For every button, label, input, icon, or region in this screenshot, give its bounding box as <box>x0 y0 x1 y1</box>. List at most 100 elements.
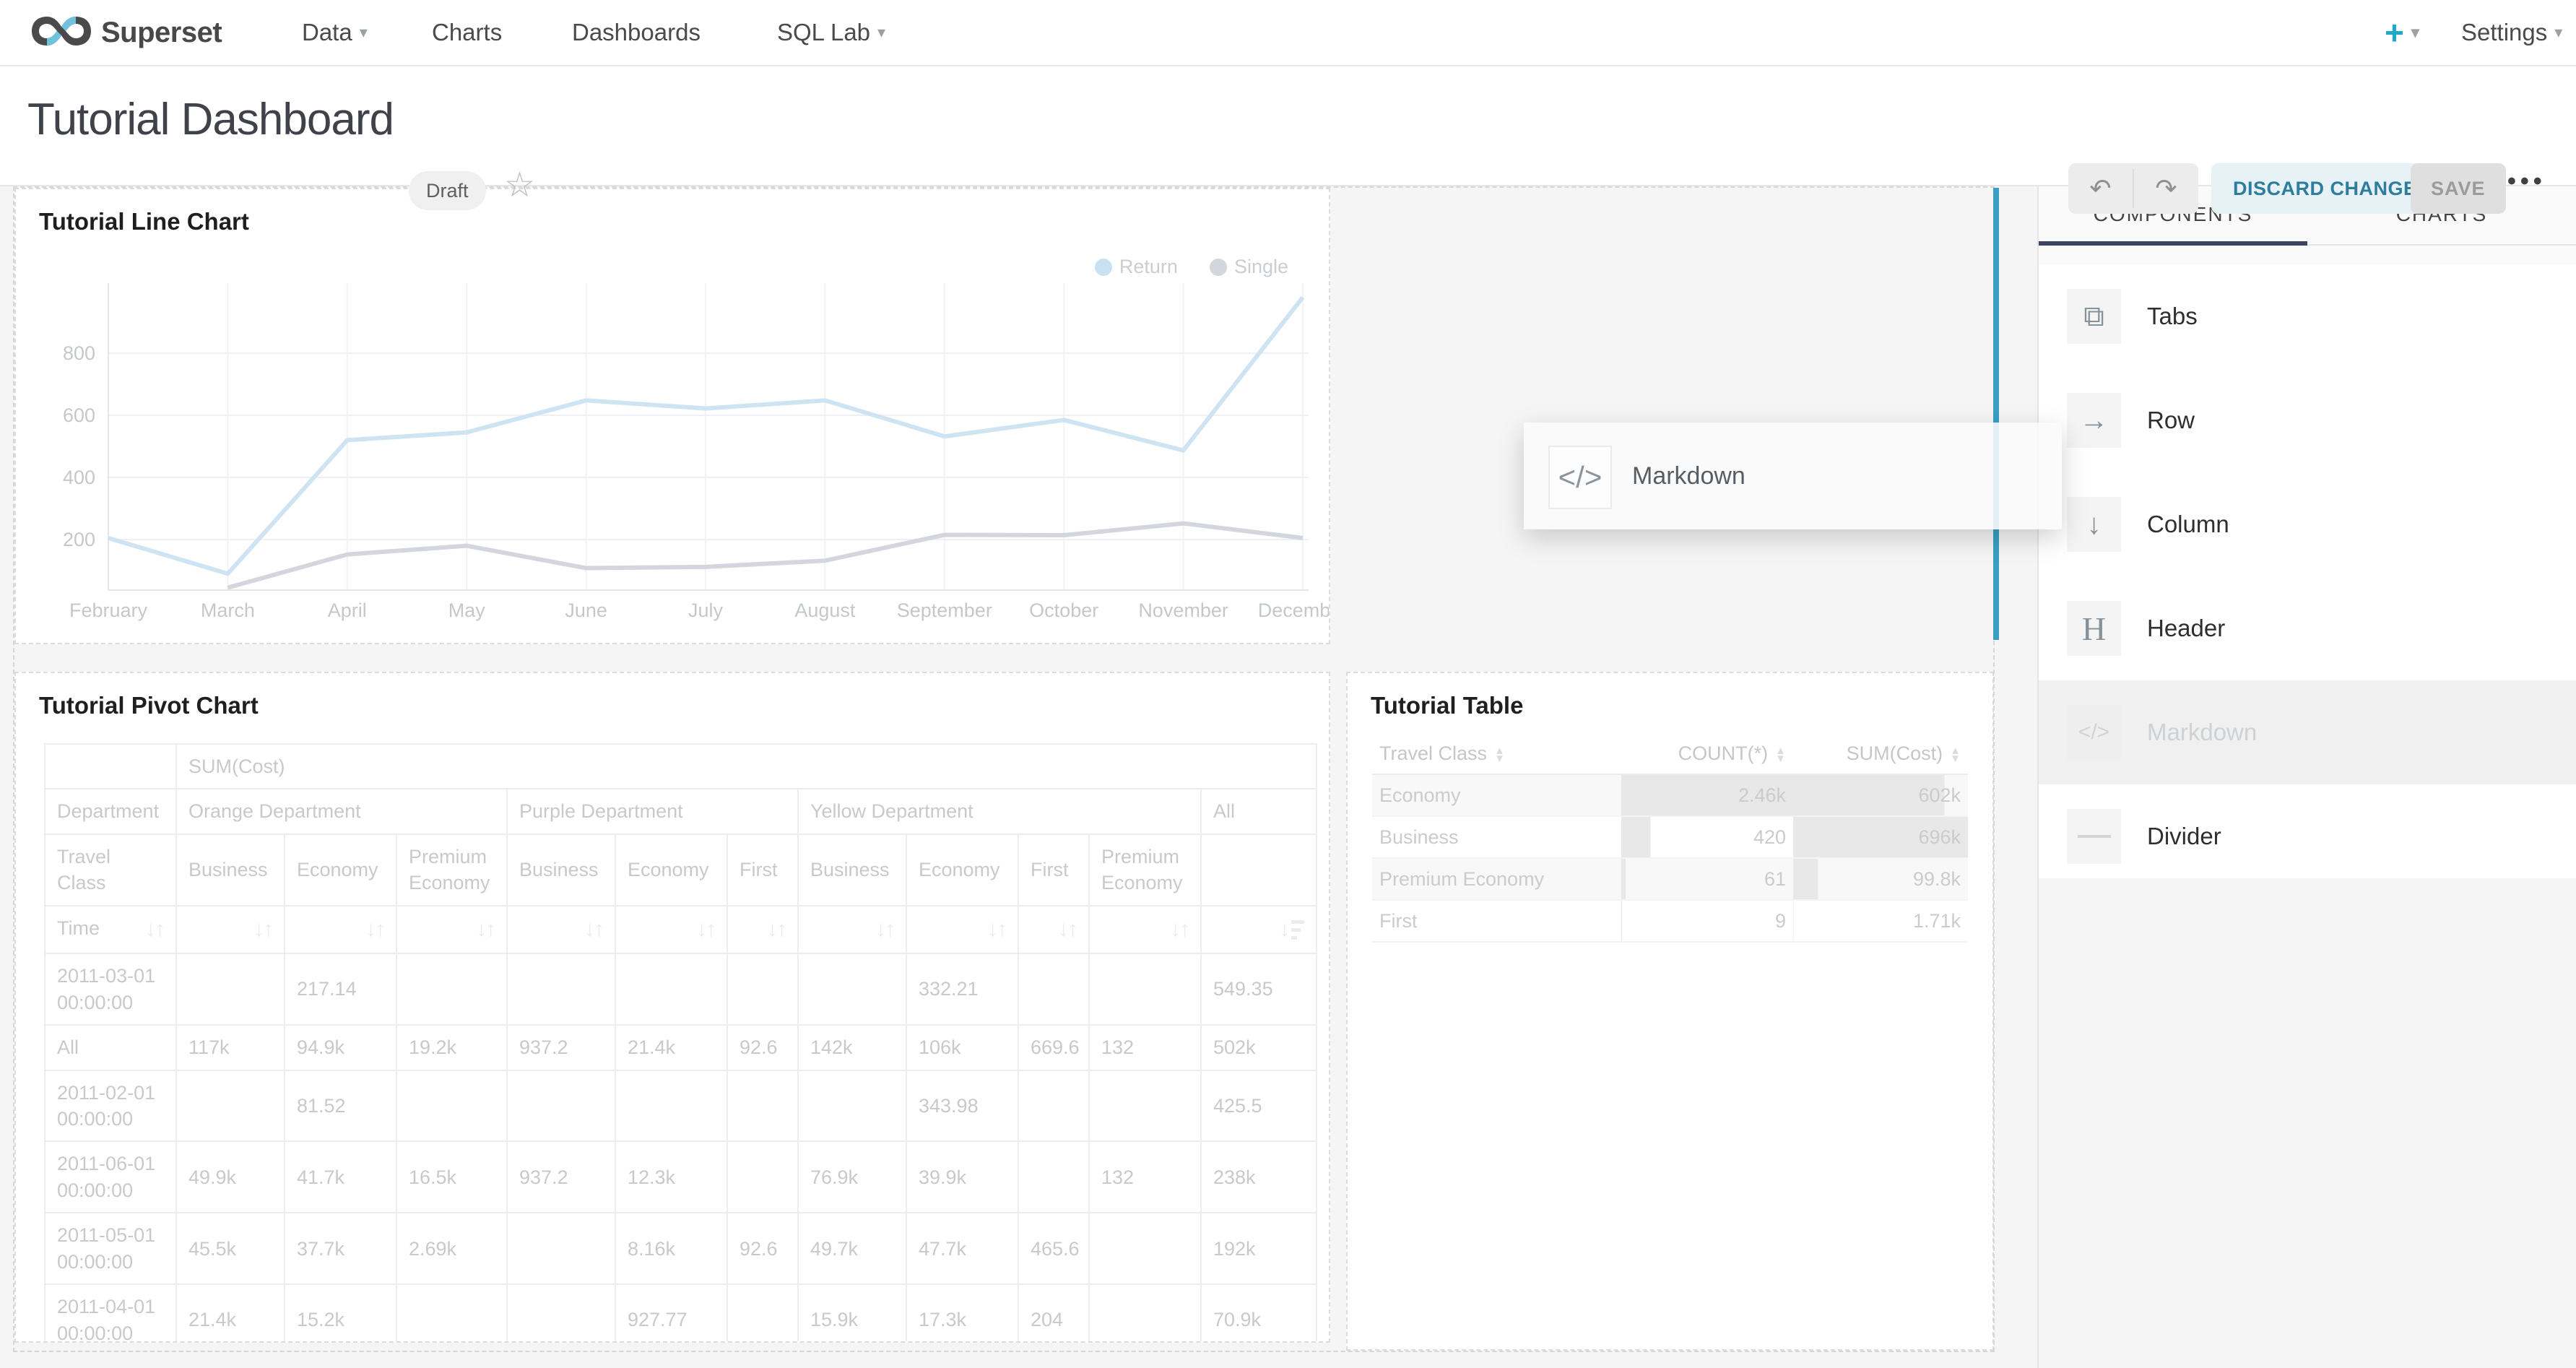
sidebar-item-label: Markdown <box>2147 719 2258 745</box>
pivot-sort-cell[interactable]: ↓↑ <box>1088 904 1202 955</box>
data-table: Travel Class ▲ ▼ COUNT(*) ▲ ▼ SUM(Cost) ▲ ▼ Econo… <box>1372 734 1968 943</box>
legend-item-return[interactable]: Return <box>1094 256 1178 278</box>
chevron-down-icon: ▾ <box>2554 23 2563 41</box>
sort-icon[interactable]: ↓↑ <box>584 917 604 941</box>
sort-carets-icon[interactable]: ▲ ▼ <box>1950 744 1961 765</box>
pivot-value-cell: 49.9k <box>175 1140 285 1214</box>
nav-item-dashboards[interactable]: Dashboards <box>572 19 701 46</box>
sidebar-item-column[interactable]: ↓ Column <box>2039 472 2576 576</box>
cell-travel-class: Economy <box>1372 774 1621 817</box>
sidebar-item-tabs[interactable]: ⧉ Tabs <box>2039 264 2576 368</box>
sort-icon[interactable]: ↓↑ <box>365 917 386 941</box>
favorite-star-icon[interactable]: ☆ <box>504 166 536 204</box>
nav-item-sql-lab[interactable]: SQL Lab ▾ <box>777 19 886 46</box>
pivot-value-cell: 937.2 <box>506 1140 616 1214</box>
save-button[interactable]: SAVE <box>2411 163 2506 214</box>
sort-desc-icon[interactable]: ↓ <box>1279 915 1305 945</box>
pivot-sort-cell[interactable]: ↓↑ <box>906 904 1019 955</box>
nav-item-charts[interactable]: Charts <box>432 19 503 46</box>
sidebar-item-row[interactable]: → Row <box>2039 368 2576 472</box>
chart-card-line[interactable]: Tutorial Line Chart Return Single 200 400… <box>14 188 1330 644</box>
cell-travel-class: First <box>1372 900 1621 943</box>
pivot-sort-cell[interactable]: ↓↑ <box>615 904 728 955</box>
more-options-button[interactable]: ••• <box>2507 168 2546 195</box>
pivot-value-cell: 343.98 <box>906 1069 1019 1143</box>
superset-brand[interactable]: Superset <box>29 0 222 65</box>
nav-item-data[interactable]: Data ▾ <box>302 19 368 46</box>
pivot-value-cell <box>615 1069 728 1143</box>
new-item-button[interactable]: + ▾ <box>2385 0 2419 65</box>
pivot-value-cell <box>1088 953 1202 1026</box>
pivot-subcol-header: Business <box>797 833 907 906</box>
pivot-value-cell <box>727 1069 799 1143</box>
sort-icon[interactable]: ↓↑ <box>875 917 895 941</box>
pivot-value-cell: 21.4k <box>175 1283 285 1341</box>
pivot-subcol-header: Economy <box>906 833 1019 906</box>
pivot-value-cell <box>396 953 508 1026</box>
pivot-value-cell: 70.9k <box>1200 1283 1318 1341</box>
pivot-sort-cell[interactable]: ↓↑ <box>506 904 616 955</box>
pivot-value-cell: 937.2 <box>506 1024 616 1071</box>
settings-menu[interactable]: Settings ▾ <box>2461 19 2563 46</box>
sort-icon[interactable]: ↓↑ <box>145 917 165 941</box>
redo-button[interactable]: ↷ <box>2134 163 2198 214</box>
pivot-time-header[interactable]: Time ↓↑ <box>44 904 177 955</box>
chart-card-pivot[interactable]: Tutorial Pivot Chart SUM(Cost) Department… <box>14 672 1330 1343</box>
pivot-value-cell: 39.9k <box>906 1140 1019 1214</box>
sort-icon[interactable]: ↓↑ <box>696 917 716 941</box>
pivot-sort-cell[interactable]: ↓↑ <box>797 904 907 955</box>
pivot-value-cell: 217.14 <box>284 953 397 1026</box>
sidebar-item-header[interactable]: H Header <box>2039 576 2576 680</box>
drop-indicator-line <box>1993 188 1999 640</box>
pivot-sort-cell[interactable]: ↓ <box>1200 904 1318 955</box>
sort-icon[interactable]: ↓↑ <box>1170 917 1190 941</box>
pivot-value-cell: 76.9k <box>797 1140 907 1214</box>
superset-logo-icon <box>29 8 94 58</box>
column-header-count-[interactable]: COUNT(*) ▲ ▼ <box>1621 734 1793 775</box>
chart-title[interactable]: Tutorial Line Chart <box>39 208 249 235</box>
pivot-sort-cell[interactable]: ↓↑ <box>284 904 397 955</box>
pivot-cell <box>1200 833 1318 906</box>
pivot-sort-cell[interactable]: ↓↑ <box>396 904 508 955</box>
drag-preview-markdown[interactable]: </> Markdown <box>1524 423 2062 529</box>
pivot-sort-cell[interactable]: ↓↑ <box>175 904 285 955</box>
pivot-value-cell <box>506 1283 616 1341</box>
svg-text:200: 200 <box>63 529 95 550</box>
pivot-row-label: 2011-06-01 00:00:00 <box>44 1140 177 1214</box>
pivot-subcol-header: First <box>1018 833 1090 906</box>
top-navbar: Superset Data ▾ Charts Dashboards SQL Lab… <box>0 0 2576 66</box>
svg-text:March: March <box>201 599 255 621</box>
sidebar-item-label: Divider <box>2147 823 2221 849</box>
sort-carets-icon[interactable]: ▲ ▼ <box>1494 744 1505 765</box>
column-header-travel-class[interactable]: Travel Class ▲ ▼ <box>1372 734 1621 775</box>
sidebar-item-label: Column <box>2147 511 2229 537</box>
cell-count: 61 <box>1621 858 1793 901</box>
pivot-row-label: 2011-03-01 00:00:00 <box>44 953 177 1026</box>
line-chart-plot: 200 400 600 800 February March April May June Jul… <box>63 283 1329 621</box>
sort-icon[interactable]: ↓↑ <box>476 917 496 941</box>
chart-title[interactable]: Tutorial Pivot Chart <box>39 692 259 719</box>
cell-sum: 1.71k <box>1793 900 1968 943</box>
redo-icon: ↷ <box>2155 173 2177 203</box>
column-header-sum-cost-[interactable]: SUM(Cost) ▲ ▼ <box>1793 734 1968 775</box>
undo-button[interactable]: ↶ <box>2068 163 2133 214</box>
pivot-sort-cell[interactable]: ↓↑ <box>727 904 799 955</box>
sort-icon[interactable]: ↓↑ <box>767 917 787 941</box>
svg-text:400: 400 <box>63 467 95 488</box>
sort-icon[interactable]: ↓↑ <box>1058 917 1078 941</box>
sidebar-item-divider[interactable]: Divider <box>2039 784 2576 888</box>
sort-icon[interactable]: ↓↑ <box>253 917 274 941</box>
page-title[interactable]: Tutorial Dashboard <box>27 95 394 144</box>
pivot-value-cell <box>727 953 799 1026</box>
table-row: 2011-06-01 00:00:00 49.9k 41.7k 16.5k 937.2 1… <box>44 1140 1318 1214</box>
sort-icon[interactable]: ↓↑ <box>987 917 1007 941</box>
legend-item-single[interactable]: Single <box>1209 256 1288 278</box>
sort-carets-icon[interactable]: ▲ ▼ <box>1775 744 1786 765</box>
chart-card-table[interactable]: Tutorial Table Travel Class ▲ ▼ COUNT(*) ▲ ▼ S… <box>1346 672 1994 1351</box>
markdown-icon: </> <box>2067 705 2121 760</box>
chart-title[interactable]: Tutorial Table <box>1371 692 1524 719</box>
pivot-value-cell: 17.3k <box>906 1283 1019 1341</box>
pivot-sort-cell[interactable]: ↓↑ <box>1018 904 1090 955</box>
cell-sum: 696k <box>1793 816 1968 859</box>
pivot-row-label: All <box>44 1024 177 1071</box>
